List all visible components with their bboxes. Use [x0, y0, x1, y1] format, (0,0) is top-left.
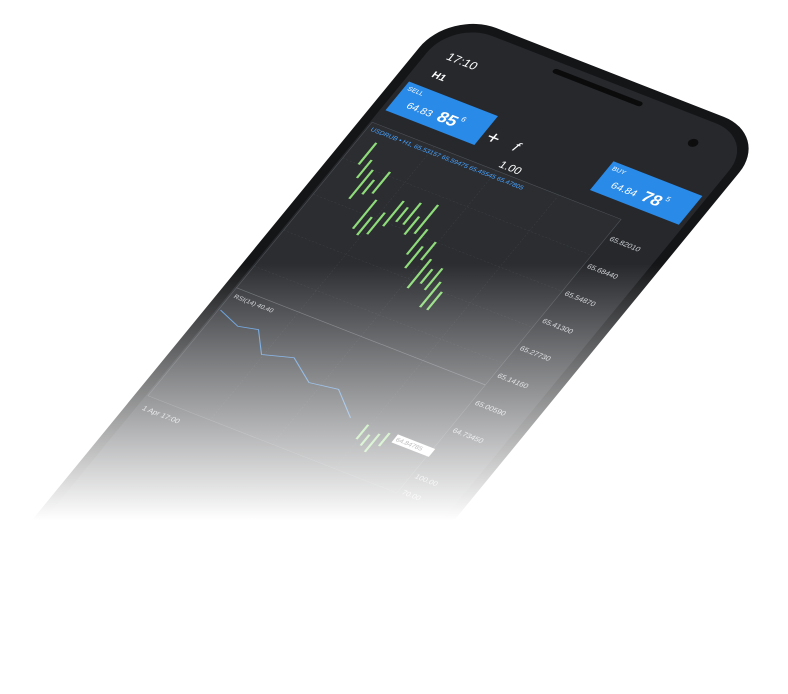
fade-overlay	[0, 0, 788, 694]
phone-mockup: 17:10 H1 + f SELL 64.83 85 6 1.00 BUY 64…	[0, 0, 788, 694]
